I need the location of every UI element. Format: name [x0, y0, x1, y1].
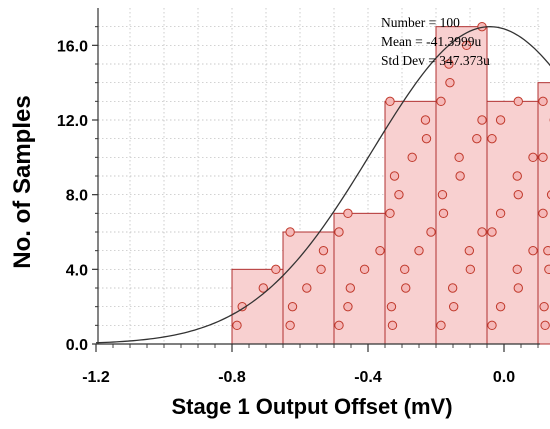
- sample-marker: [334, 227, 344, 237]
- sample-marker: [512, 171, 522, 181]
- sample-marker: [407, 152, 417, 163]
- sample-marker: [436, 320, 446, 331]
- sample-marker: [421, 133, 432, 144]
- sample-marker: [512, 264, 522, 275]
- sample-marker: [487, 227, 497, 237]
- sample-marker: [495, 208, 506, 219]
- sample-marker: [513, 96, 523, 107]
- sample-marker: [394, 189, 404, 200]
- sample-marker: [461, 40, 472, 51]
- sample-marker: [538, 152, 548, 163]
- x-tick-label: -1.2: [82, 369, 110, 386]
- sample-marker: [386, 301, 397, 312]
- y-tick-label: 16.0: [57, 38, 88, 55]
- stat-number: Number = 100: [381, 15, 460, 30]
- bars: [231, 26, 550, 345]
- sample-marker: [528, 152, 538, 163]
- sample-marker: [387, 320, 398, 331]
- sample-marker: [316, 264, 326, 275]
- sample-marker: [287, 301, 298, 312]
- sample-marker: [271, 264, 281, 275]
- sample-marker: [343, 208, 353, 219]
- y-tick-label: 4.0: [66, 262, 88, 279]
- sample-marker: [538, 208, 548, 219]
- sample-marker: [495, 115, 506, 125]
- sample-marker: [426, 227, 436, 237]
- sample-marker: [513, 283, 523, 293]
- sample-marker: [477, 227, 487, 237]
- sample-marker: [385, 208, 395, 219]
- sample-marker: [448, 301, 459, 312]
- sample-marker: [285, 227, 295, 237]
- sample-marker: [464, 245, 475, 256]
- sample-markers: [232, 21, 550, 331]
- sample-marker: [359, 264, 370, 275]
- histogram-bar: [435, 26, 488, 345]
- sample-marker: [385, 96, 395, 107]
- sample-marker: [302, 283, 312, 293]
- sample-marker: [540, 320, 550, 331]
- y-tick-label: 12.0: [57, 113, 88, 130]
- sample-marker: [447, 283, 458, 293]
- sample-marker: [438, 208, 449, 219]
- sample-marker: [546, 190, 550, 200]
- sample-marker: [472, 133, 482, 144]
- sample-marker: [445, 77, 455, 88]
- sample-marker: [389, 171, 400, 181]
- stat-std-dev: Std Dev = 347.373u: [381, 53, 490, 68]
- sample-marker: [513, 189, 523, 200]
- sample-marker: [437, 189, 448, 200]
- x-tick-label: 0.0: [493, 369, 515, 386]
- sample-marker: [495, 301, 506, 312]
- sample-marker: [343, 301, 353, 312]
- sample-marker: [444, 59, 454, 69]
- tick-labels: 0.04.08.012.016.0-1.2-0.8-0.40.00.40.8: [57, 38, 515, 386]
- sample-marker: [258, 283, 268, 293]
- normal-fit-curve: [95, 26, 550, 344]
- sample-marker: [544, 264, 550, 275]
- stat-mean: Mean = -41.3999u: [381, 34, 481, 49]
- sample-marker: [345, 283, 356, 293]
- y-axis-title: No. of Samples: [9, 95, 36, 268]
- sample-marker: [539, 301, 549, 312]
- x-tick-label: -0.4: [354, 369, 382, 386]
- sample-marker: [318, 245, 329, 256]
- sample-marker: [375, 245, 385, 256]
- sample-marker: [436, 96, 446, 107]
- sample-marker: [334, 320, 344, 331]
- x-axis-title: Stage 1 Output Offset (mV): [171, 394, 452, 419]
- sample-marker: [465, 264, 476, 275]
- sample-marker: [487, 133, 497, 144]
- sample-marker: [455, 171, 465, 181]
- sample-marker: [400, 264, 410, 275]
- sample-marker: [420, 115, 431, 125]
- sample-marker: [538, 96, 548, 107]
- y-tick-label: 0.0: [66, 337, 88, 354]
- sample-marker: [487, 320, 497, 331]
- sample-marker: [414, 245, 424, 256]
- sample-marker: [285, 320, 295, 331]
- sample-marker: [454, 152, 464, 163]
- sample-marker: [401, 283, 411, 293]
- sample-marker: [232, 320, 242, 331]
- sample-marker: [528, 245, 538, 256]
- sample-marker: [477, 115, 487, 125]
- axes: [92, 8, 540, 352]
- y-tick-label: 8.0: [66, 188, 88, 205]
- sample-marker: [543, 245, 550, 256]
- x-tick-label: -0.8: [218, 369, 246, 386]
